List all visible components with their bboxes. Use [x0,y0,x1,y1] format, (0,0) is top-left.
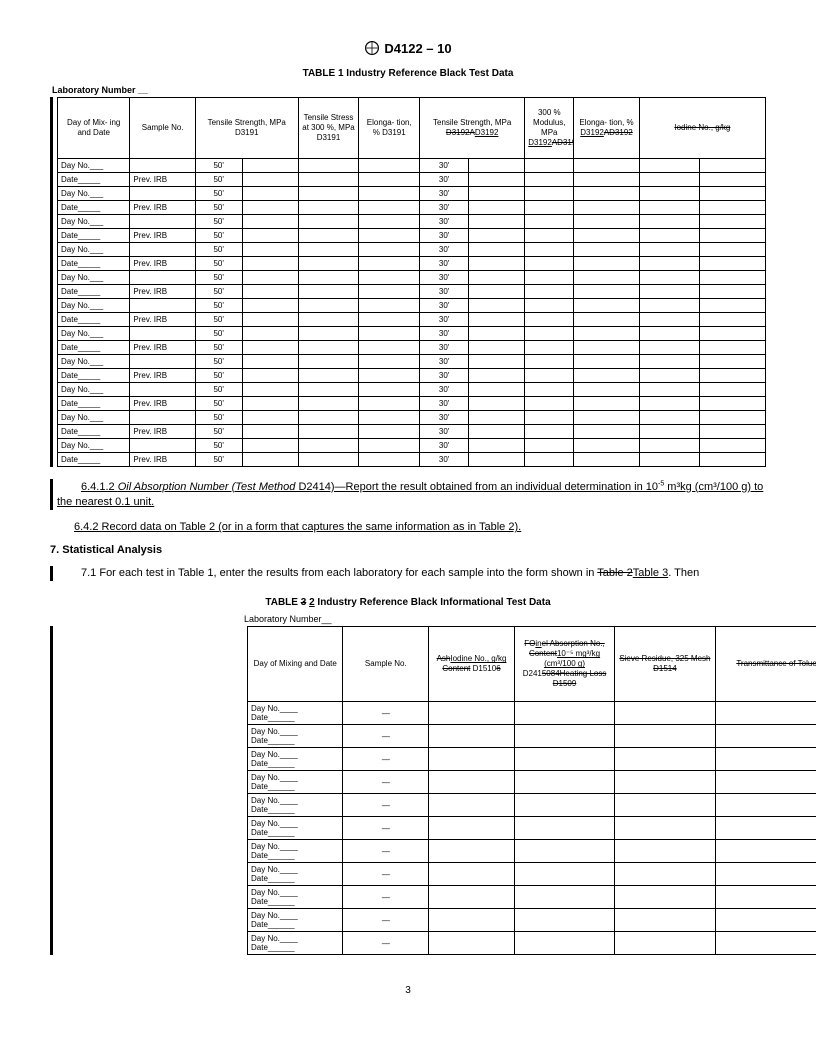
table-row: Date_____ [58,173,130,187]
t2-col-trans: Transmittance of Toluene Ext D1618 [715,627,816,702]
table-row: Date_____ [58,425,130,439]
table-row: Day No.___ [58,187,130,201]
astm-logo-icon [364,40,380,56]
table2: Day of Mixing and Date Sample No. AshIod… [247,626,816,955]
table-row: Date_____ [58,341,130,355]
col-elong1: Elonga- tion, % D3191 [359,98,420,159]
paragraph-642: 6.4.2 Record data on Table 2 (or in a fo… [50,520,766,535]
table-row: Day No.___ [58,243,130,257]
table-row: Day No.____Date______ [248,702,343,725]
page-number: 3 [50,985,766,996]
table-row: Day No.___ [58,299,130,313]
table-row: Day No.____Date______ [248,725,343,748]
paragraph-71: 7.1 For each test in Table 1, enter the … [57,566,766,581]
revision-bar: Day of Mix- ing and Date Sample No. Tens… [50,97,766,467]
table-row: Date_____ [58,257,130,271]
lab-number-label: Laboratory Number __ [52,85,766,95]
table-row: Date_____ [58,397,130,411]
table-row: Day No.___ [58,355,130,369]
table-row: Day No.____Date______ [248,794,343,817]
col-tensile1: Tensile Strength, MPa D3191 [195,98,298,159]
table-row: Day No.___ [58,159,130,173]
section-7-heading: 7. Statistical Analysis [50,544,766,556]
table-row: Day No.___ [58,383,130,397]
col-stress: Tensile Stress at 300 %, MPa D3191 [298,98,359,159]
table2-title: TABLE 3 2 Industry Reference Black Infor… [50,597,766,608]
document-header: D4122 – 10 [50,40,766,58]
table-row: Date_____ [58,201,130,215]
revision-bar: 6.4.1.2 Oil Absorption Number (Test Meth… [50,479,766,510]
table-row: Day No.____Date______ [248,863,343,886]
table-row: Date_____ [58,313,130,327]
table-row: Day No.____Date______ [248,817,343,840]
col-modulus: 300 % Modulus, MPaD3192AD3192 [525,98,574,159]
table-row: Day No.___ [58,327,130,341]
table-row: Day No.___ [58,271,130,285]
t2-col-sample: Sample No. [343,627,429,702]
table-row: Date_____ [58,285,130,299]
col-tensile2: Tensile Strength, MPaD3192AD3192 [420,98,525,159]
t2-col-absorption: FOinel Absorption No., Content10⁻⁵ mg³/k… [514,627,614,702]
table-row: Day No.___ [58,411,130,425]
table-row: Day No.____Date______ [248,909,343,932]
table-row: Day No.___ [58,439,130,453]
designation: D4122 – 10 [384,41,451,56]
table-row: Day No.____Date______ [248,748,343,771]
t2-col-sieve: Sieve Residue, 325 Mesh D1514 [615,627,715,702]
revision-bar: 7.1 For each test in Table 1, enter the … [50,566,766,581]
table-row: Date_____ [58,229,130,243]
table1: Day of Mix- ing and Date Sample No. Tens… [57,97,766,467]
lab-number-label-2: Laboratory Number__ [244,614,766,624]
table-row: Date_____ [58,453,130,467]
col-day: Day of Mix- ing and Date [58,98,130,159]
col-sample: Sample No. [130,98,195,159]
table-row: Day No.____Date______ [248,886,343,909]
t2-col-ash: AshIodine No., g/kg Content D15106 [429,627,515,702]
col-elong2: Elonga- tion, %D3192AD3192 [574,98,639,159]
table-row: Day No.___ [58,215,130,229]
col-iodine: Iodine No., g/kg [639,98,765,159]
table-row: Day No.____Date______ [248,840,343,863]
table-row: Day No.____Date______ [248,771,343,794]
t2-col-day: Day of Mixing and Date [248,627,343,702]
table1-title: TABLE 1 Industry Reference Black Test Da… [50,68,766,79]
table-row: Day No.____Date______ [248,932,343,955]
table-row: Date_____ [58,369,130,383]
paragraph-6412: 6.4.1.2 Oil Absorption Number (Test Meth… [57,479,766,510]
revision-bar: Day of Mixing and Date Sample No. AshIod… [50,626,766,955]
